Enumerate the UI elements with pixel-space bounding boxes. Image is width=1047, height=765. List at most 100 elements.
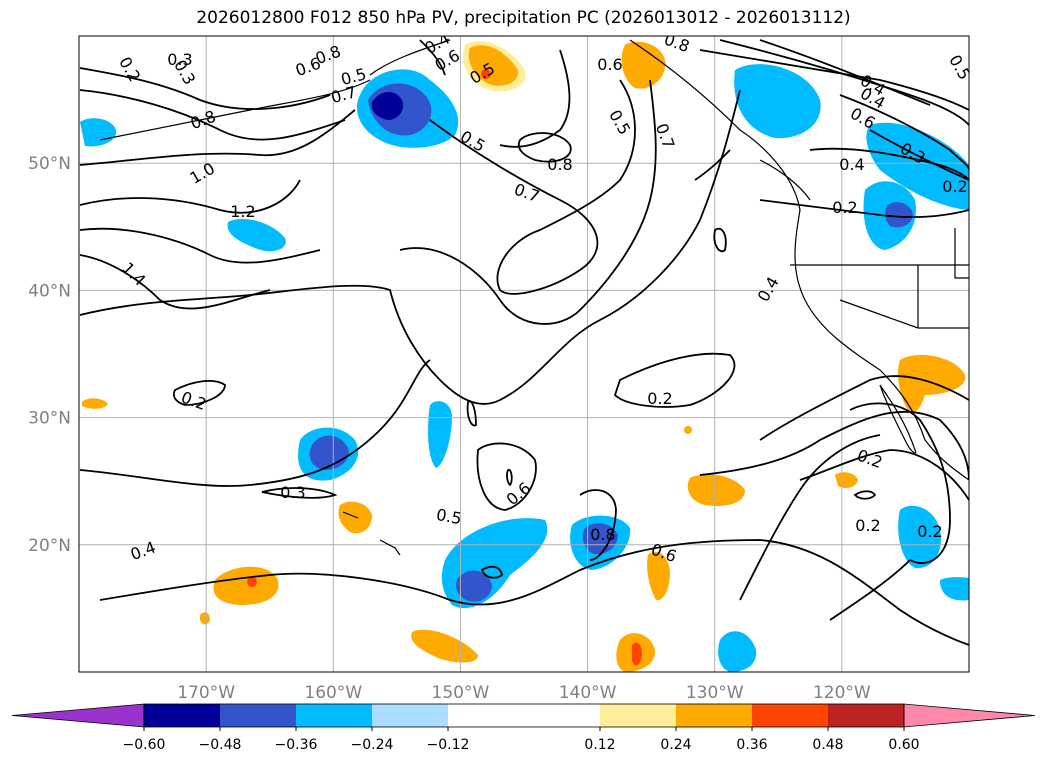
contour-line [399,79,657,325]
contour-line [79,179,301,214]
lat-tick-label: 40°N [28,281,71,301]
precip-dot [684,426,692,434]
contour-line [506,469,513,487]
contour-line [79,254,271,310]
border-state [917,228,969,328]
contour-label: 0.8 [547,155,572,174]
contour-line [759,39,931,106]
contour-line [799,449,969,501]
colorbar-frame [143,703,905,728]
precip-dot [247,577,257,587]
precip-blob [582,523,618,555]
contour-line [759,199,969,218]
contour-line [429,79,636,295]
contour-line [261,487,338,499]
contour-line [476,442,537,511]
contour-label: 0.2 [832,198,857,217]
latitude-labels: 50°N 40°N 30°N 20°N [28,154,71,556]
coastline-alaska [369,39,451,76]
hawaii-islands [342,511,401,556]
colorbar-tick-label: 0.12 [584,737,615,753]
contour-line [829,559,911,621]
contour-line [466,400,477,427]
contour-line [713,227,727,253]
colorbar-extend-high [903,703,1036,728]
colorbar-tick-label: −0.36 [275,737,318,753]
coastlines [99,39,969,556]
contour-label: 0.5 [435,505,463,528]
lon-tick-label: 150°W [432,683,490,703]
contour-line [499,49,571,148]
contour-line [517,132,572,163]
contour-label: 0.2 [917,522,942,541]
contour-label: 1.2 [230,202,255,221]
contour-line [579,489,617,561]
precip-blob [734,64,821,139]
colorbar-segment [296,704,372,727]
contour-label: 0.6 [597,55,622,74]
map-background [79,36,969,672]
precip-blob [80,118,117,147]
colorbar-segment [144,704,220,727]
colorbar-tick-label: −0.48 [199,737,242,753]
map-frame [78,35,970,673]
contour-line [419,39,446,76]
precip-blob [456,570,492,602]
chart-title: 2026012800 F012 850 hPa PV, precipitatio… [196,8,851,28]
precip-blob [885,202,913,228]
contour-label: 0.2 [942,177,967,196]
colorbar-extend-low [11,703,145,728]
lat-tick-label: 30°N [28,409,71,429]
precip-blob [621,41,666,89]
colorbar-tick-label: −0.24 [351,737,394,753]
lon-tick-label: 130°W [686,683,744,703]
coastline-bc [759,159,811,201]
lat-tick-label: 20°N [28,536,71,556]
lat-tick-label: 50°N [28,154,71,174]
precip-blob [82,398,108,409]
colorbar-tick-label: −0.60 [123,737,166,753]
contour-label: 0.2 [647,389,672,408]
colorbar-tick-label: 0.60 [888,737,919,753]
contour-line [79,109,356,166]
contour-line [79,227,321,264]
contour-label: 0.4 [839,155,864,174]
coastline-aleutians [99,79,371,141]
contour-line [699,410,969,481]
contour-line [480,565,503,579]
precip-blob [468,45,519,86]
longitude-labels: 170°W 160°W 150°W 140°W 130°W 120°W [177,683,871,703]
precip-dot [481,69,491,79]
contour-line [79,89,346,141]
lon-tick-label: 170°W [177,683,235,703]
contour-label: 0.8 [590,525,615,544]
precip-shading [80,41,969,672]
colorbar-tick-label: 0.36 [736,737,767,753]
precip-blob [227,218,286,252]
colorbar-segment [220,704,296,727]
precip-blob [411,629,478,663]
precip-blob [632,642,642,666]
contour-line [849,402,951,564]
colorbar-segment [600,704,676,727]
precip-blob [647,551,670,601]
contour-line [759,375,969,441]
contour-line [699,49,969,111]
contour-line [694,149,731,181]
precip-blob [687,474,745,507]
colorbar-segment [372,704,448,727]
contour-line [853,490,877,500]
precip-blob [200,612,210,625]
contour-label: 0.3 [280,483,305,502]
colorbar [11,703,1036,731]
pv-contours [79,39,969,646]
precip-blob [371,91,404,120]
colorbar-segment [676,704,752,727]
precip-blob [835,472,858,488]
coastline-north-america [629,39,969,481]
contour-line [739,434,881,601]
colorbar-tick-label: 0.48 [812,737,843,753]
contour-line [79,359,431,487]
contour-line [613,352,736,408]
